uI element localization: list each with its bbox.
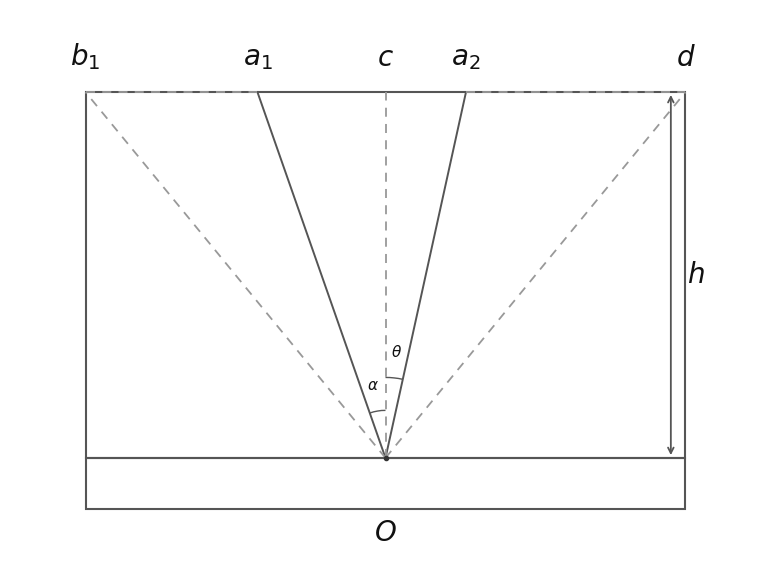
Text: $\theta$: $\theta$: [392, 344, 402, 360]
Text: $h$: $h$: [687, 261, 705, 288]
Text: $a_2$: $a_2$: [451, 45, 480, 72]
Text: $d$: $d$: [675, 45, 695, 72]
Text: $a_1$: $a_1$: [243, 45, 272, 72]
Text: $c$: $c$: [377, 45, 394, 72]
Text: $O$: $O$: [374, 520, 397, 547]
Text: $b_1$: $b_1$: [70, 41, 101, 72]
Text: $\alpha$: $\alpha$: [367, 379, 379, 393]
